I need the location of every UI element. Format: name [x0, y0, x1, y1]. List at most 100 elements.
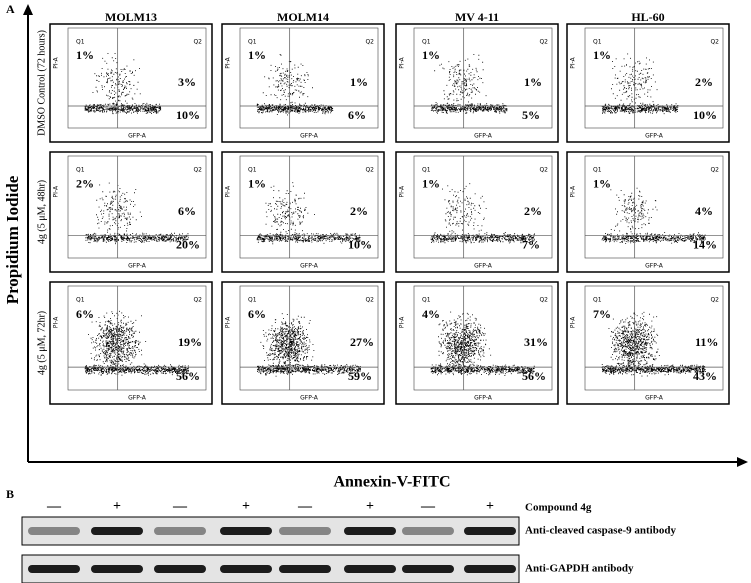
quadrant-name: Q2 [193, 297, 202, 304]
plot-frame [221, 281, 385, 405]
quadrant-name: Q1 [422, 39, 431, 46]
panel-label: B [6, 487, 14, 501]
quadrant-percent: 1% [422, 48, 440, 62]
treatment-sign: + [366, 499, 374, 514]
event-dots [84, 310, 189, 376]
x-arrowhead [737, 457, 748, 467]
plot-frame [221, 23, 385, 143]
quadrant-percent: 2% [524, 204, 542, 218]
quadrant-name: Q1 [422, 167, 431, 174]
quadrant-percent: 31% [524, 335, 548, 349]
quadrant-name: Q1 [593, 297, 602, 304]
blot-band [154, 565, 206, 573]
blot-band [464, 565, 516, 573]
quadrant-percent: 27% [350, 335, 374, 349]
plot-area [584, 155, 724, 259]
quadrant-percent: 1% [422, 176, 440, 190]
axis-name: PI-A [570, 56, 577, 68]
axis-name: GFP-A [474, 263, 493, 270]
axis-name: PI-A [53, 56, 60, 68]
quadrant-name: Q2 [365, 167, 374, 174]
axis-name: GFP-A [300, 133, 319, 140]
y-axis-label: Propidium Iodide [3, 175, 22, 304]
quadrant-percent: 4% [695, 204, 713, 218]
treatment-label: Compound 4g [525, 502, 592, 514]
event-dots [601, 187, 706, 244]
quadrant-name: Q1 [248, 167, 257, 174]
column-header: MOLM14 [277, 10, 329, 24]
axis-name: PI-A [225, 185, 232, 197]
plot-frame [49, 23, 213, 143]
axis-name: PI-A [225, 56, 232, 68]
quadrant-percent: 1% [593, 48, 611, 62]
axis-name: PI-A [53, 185, 60, 197]
row-label: 4g (5 μM, 72hr) [36, 311, 47, 375]
plot-frame [49, 151, 213, 273]
quadrant-percent: 2% [695, 75, 713, 89]
quadrant-percent: 1% [248, 48, 266, 62]
event-dots [601, 53, 679, 115]
blot-band [220, 527, 272, 535]
plot-area [239, 285, 379, 391]
quadrant-percent: 56% [522, 369, 546, 383]
axis-name: PI-A [399, 185, 406, 197]
quadrant-percent: 6% [76, 307, 94, 321]
column-header: HL-60 [631, 10, 664, 24]
quadrant-name: Q2 [539, 297, 548, 304]
quadrant-name: Q1 [76, 167, 85, 174]
plot-frame [395, 23, 559, 143]
blot-band [220, 565, 272, 573]
quadrant-name: Q1 [248, 297, 257, 304]
quadrant-percent: 6% [248, 307, 266, 321]
quadrant-percent: 1% [593, 176, 611, 190]
panel-label: A [6, 2, 15, 16]
quadrant-percent: 10% [693, 108, 717, 122]
event-dots [256, 54, 334, 116]
blot-band [344, 527, 396, 535]
treatment-sign: — [297, 499, 313, 514]
blot-band [279, 527, 331, 535]
axis-name: GFP-A [645, 133, 664, 140]
treatment-sign: — [46, 499, 62, 514]
x-axis-label: Annexin-V-FITC [333, 474, 450, 491]
quadrant-percent: 1% [248, 176, 266, 190]
blot-band [28, 565, 80, 573]
quadrant-name: Q2 [193, 167, 202, 174]
quadrant-percent: 19% [178, 335, 202, 349]
quadrant-name: Q1 [76, 39, 85, 46]
axis-name: PI-A [225, 316, 232, 328]
treatment-sign: + [242, 499, 250, 514]
axis-name: GFP-A [474, 395, 493, 402]
event-dots [430, 311, 535, 376]
plot-frame [221, 151, 385, 273]
quadrant-percent: 2% [76, 176, 94, 190]
blot-band [344, 565, 396, 573]
quadrant-percent: 4% [422, 307, 440, 321]
quadrant-percent: 14% [693, 237, 717, 251]
quadrant-name: Q2 [710, 297, 719, 304]
quadrant-name: Q2 [365, 39, 374, 46]
plot-area [413, 155, 553, 259]
y-arrowhead [23, 4, 33, 15]
quadrant-name: Q2 [539, 167, 548, 174]
plot-frame [395, 151, 559, 273]
axis-name: GFP-A [128, 133, 147, 140]
plot-area [67, 155, 207, 259]
row-label: 4g (5 μM, 48hr) [36, 180, 47, 244]
axis-name: GFP-A [300, 263, 319, 270]
axis-name: PI-A [53, 316, 60, 328]
blot-band [464, 527, 516, 535]
quadrant-percent: 6% [178, 204, 196, 218]
axis-name: GFP-A [128, 395, 147, 402]
blot-label: Anti-GAPDH antibody [525, 563, 634, 575]
treatment-sign: + [113, 499, 121, 514]
plot-area [239, 155, 379, 259]
plot-area [584, 27, 724, 129]
column-header: MOLM13 [105, 10, 157, 24]
quadrant-name: Q2 [193, 39, 202, 46]
treatment-sign: — [172, 499, 188, 514]
blot-band [402, 527, 454, 535]
quadrant-percent: 59% [348, 369, 372, 383]
quadrant-name: Q1 [593, 167, 602, 174]
plot-area [67, 27, 207, 129]
